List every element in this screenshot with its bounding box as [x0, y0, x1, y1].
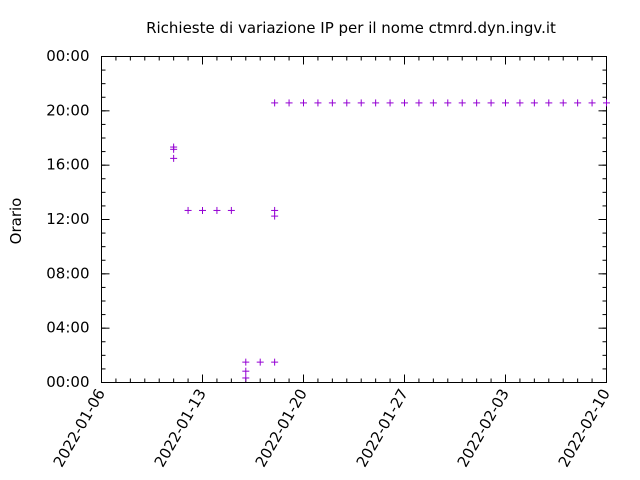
- data-point: [271, 212, 279, 220]
- data-point: [300, 99, 307, 107]
- y-tick-label: 00:00: [46, 373, 89, 391]
- data-point: [372, 99, 380, 107]
- data-point: [343, 99, 351, 107]
- x-tick-label: 2022-01-13: [151, 386, 210, 471]
- y-tick-label: 20:00: [46, 101, 89, 119]
- data-point: [328, 99, 336, 107]
- data-point: [242, 367, 250, 375]
- axis-ticks: [101, 56, 607, 383]
- data-point: [401, 99, 408, 107]
- x-tick-label: 2022-02-10: [555, 386, 614, 471]
- y-tick-label: 04:00: [46, 319, 89, 337]
- data-point: [227, 206, 235, 214]
- x-tick-label: 2022-02-03: [454, 386, 513, 471]
- data-point: [429, 99, 437, 107]
- x-tick-label: 2022-01-20: [252, 386, 311, 471]
- data-point: [242, 374, 250, 382]
- data-point: [242, 358, 250, 366]
- plot-frame: [101, 56, 607, 383]
- data-point: [530, 99, 538, 107]
- data-point: [285, 99, 293, 107]
- data-point: [314, 99, 322, 107]
- data-point: [574, 99, 582, 107]
- y-tick-label: 12:00: [46, 210, 89, 228]
- y-axis-label: Orario: [7, 198, 25, 245]
- data-point: [170, 154, 178, 162]
- data-point: [473, 99, 481, 107]
- chart-title: Richieste di variazione IP per il nome c…: [146, 19, 556, 37]
- data-point: [386, 99, 394, 107]
- y-tick-label: 08:00: [46, 264, 89, 282]
- data-point: [199, 206, 206, 214]
- y-tick-labels: 00:00 04:00 08:00 12:00 16:00 20:00 00:00: [46, 47, 89, 391]
- data-point: [588, 99, 596, 107]
- data-point: [458, 99, 466, 107]
- data-point: [603, 99, 610, 107]
- data-point: [170, 145, 178, 153]
- data-point: [256, 358, 264, 366]
- data-point: [415, 99, 423, 107]
- x-tick-label: 2022-01-27: [353, 386, 412, 471]
- data-points: [170, 99, 610, 382]
- data-point: [502, 99, 509, 107]
- x-tick-labels: 2022-01-06 2022-01-13 2022-01-20 2022-01-27…: [50, 386, 614, 471]
- data-point: [271, 99, 279, 107]
- data-point: [184, 206, 192, 214]
- data-point: [487, 99, 495, 107]
- data-point: [271, 358, 279, 366]
- y-tick-label: 00:00: [46, 47, 89, 65]
- y-tick-label: 16:00: [46, 156, 89, 174]
- data-point: [213, 206, 221, 214]
- data-point: [516, 99, 524, 107]
- x-tick-label: 2022-01-06: [50, 386, 109, 471]
- data-point: [559, 99, 567, 107]
- data-point: [545, 99, 553, 107]
- data-point: [357, 99, 365, 107]
- data-point: [444, 99, 452, 107]
